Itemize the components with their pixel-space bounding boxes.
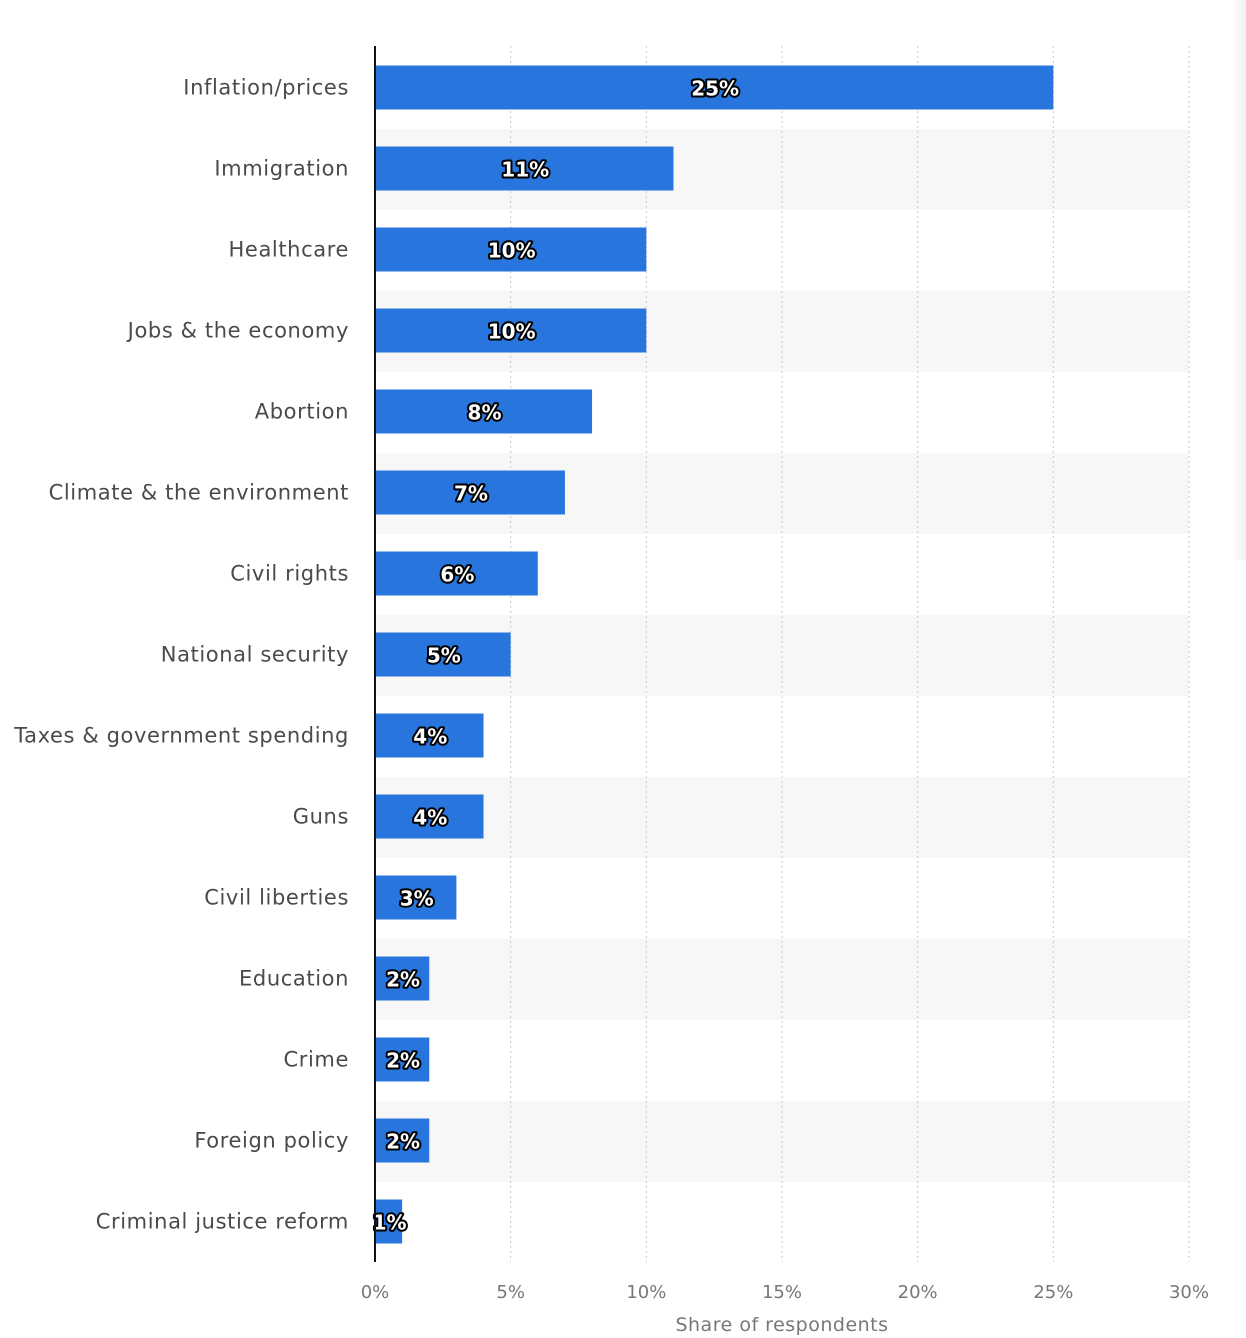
category-label: Climate & the environment xyxy=(49,481,349,505)
data-labels: 25% 11% 10% 10% 8% 7% 6% 5% 4% 4% 3% 2% 2% 2% 1% xyxy=(371,75,742,1237)
category-label: Civil liberties xyxy=(204,886,349,910)
bar[interactable] xyxy=(375,713,484,758)
bar[interactable] xyxy=(375,794,484,839)
x-axis-title: Share of respondents xyxy=(675,1314,888,1336)
data-label: 10% xyxy=(488,320,536,344)
data-label: 5% xyxy=(427,644,461,668)
bar[interactable] xyxy=(375,551,538,596)
data-label: 2% xyxy=(386,968,420,992)
category-label: Guns xyxy=(293,805,349,829)
category-label: Crime xyxy=(283,1048,349,1072)
bar[interactable] xyxy=(375,1037,430,1082)
category-label: Taxes & government spending xyxy=(13,724,349,748)
bar[interactable] xyxy=(375,956,430,1001)
data-label: 2% xyxy=(386,1049,420,1073)
category-label: Immigration xyxy=(214,157,349,181)
x-tick-label: 0% xyxy=(361,1282,390,1303)
data-label: 4% xyxy=(413,806,447,830)
category-label: Criminal justice reform xyxy=(96,1210,349,1234)
bar[interactable] xyxy=(375,227,647,272)
data-label: 3% xyxy=(400,887,434,911)
data-label: 4% xyxy=(413,725,447,749)
category-label: Healthcare xyxy=(229,238,349,262)
bars xyxy=(375,65,1054,1244)
x-tick-label: 10% xyxy=(626,1282,666,1303)
x-tick-labels: 0% 5% 10% 15% 20% 25% 30% xyxy=(361,1282,1209,1303)
category-label: Education xyxy=(239,967,349,991)
bar[interactable] xyxy=(375,632,511,677)
category-label: Inflation/prices xyxy=(183,76,349,100)
bar[interactable] xyxy=(375,1118,430,1163)
data-label: 7% xyxy=(454,482,488,506)
data-label: 11% xyxy=(501,158,549,182)
data-label: 1% xyxy=(373,1211,407,1235)
category-label: Foreign policy xyxy=(194,1129,349,1153)
bar[interactable] xyxy=(375,875,457,920)
x-tick-label: 25% xyxy=(1033,1282,1073,1303)
category-label: Civil rights xyxy=(230,562,349,586)
x-tick-label: 20% xyxy=(898,1282,938,1303)
bar[interactable] xyxy=(375,65,1054,110)
page-edge-shadow xyxy=(1232,0,1246,560)
bar[interactable] xyxy=(375,389,593,434)
data-label: 10% xyxy=(488,239,536,263)
category-label: Jobs & the economy xyxy=(126,319,349,343)
bar[interactable] xyxy=(375,308,647,353)
x-tick-label: 5% xyxy=(496,1282,525,1303)
x-tick-label: 15% xyxy=(762,1282,802,1303)
category-label: National security xyxy=(161,643,349,667)
data-label: 2% xyxy=(386,1130,420,1154)
bar[interactable] xyxy=(375,146,674,191)
bar[interactable] xyxy=(375,1199,403,1244)
data-label: 8% xyxy=(468,401,502,425)
data-label: 6% xyxy=(440,563,474,587)
data-label: 25% xyxy=(691,77,739,101)
bar[interactable] xyxy=(375,470,565,515)
category-labels: Inflation/prices Immigration Healthcare Job… xyxy=(13,76,349,1234)
x-tick-label: 30% xyxy=(1169,1282,1209,1303)
category-label: Abortion xyxy=(255,400,349,424)
